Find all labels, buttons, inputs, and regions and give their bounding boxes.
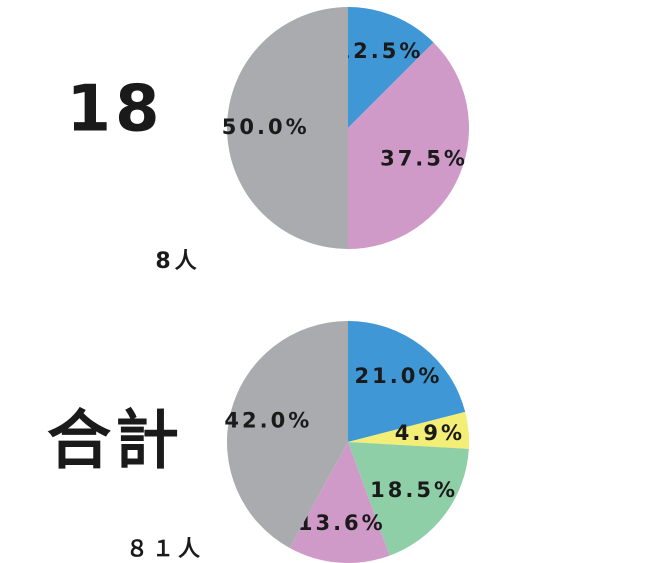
value-label: 18.5% [370,478,458,502]
pie-slice [227,321,348,549]
value-label: 42.0% [224,409,312,433]
chart-subtitle: 8人 [155,249,200,274]
chart-title: 合計 [47,405,183,479]
value-label: 4.9% [395,421,465,445]
value-label: 13.6% [298,511,386,535]
pie-slice [227,7,348,249]
pie-slice [348,411,469,449]
pie-slice [348,7,434,128]
pie-slice [289,442,390,563]
value-label: 50.0% [222,115,310,139]
value-label: 12.5% [336,39,424,63]
value-label: 37.5% [380,146,468,170]
pie-slice [348,442,469,556]
chart-title: 18 [66,73,163,147]
chart-subtitle: ８１人 [126,537,204,562]
pie-slice [348,321,466,442]
pie-slice [348,42,469,249]
value-label: 21.0% [355,364,443,388]
